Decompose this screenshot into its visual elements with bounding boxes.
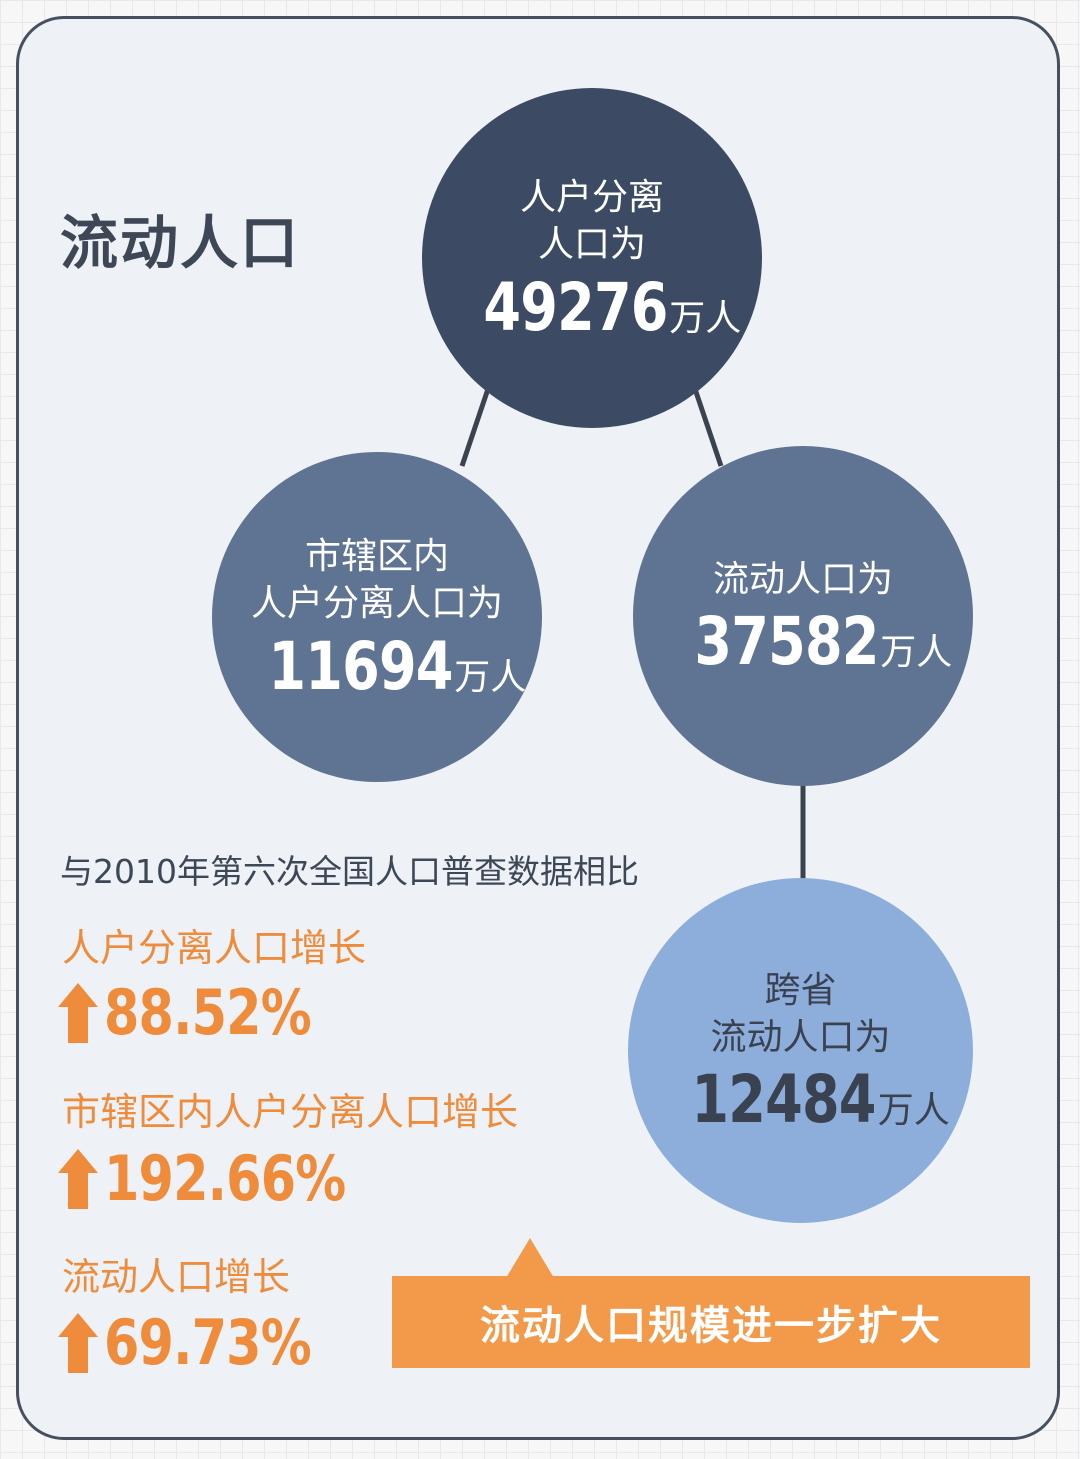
node-cross-value: 12484 (691, 1061, 877, 1139)
node-cross-province: 跨省 流动人口为 12484万人 (628, 878, 973, 1223)
connector-total-to-floating (690, 382, 724, 467)
up-arrow-icon (58, 1149, 98, 1209)
node-total-line1: 人户分离 (519, 177, 664, 219)
node-floating-unit: 万人 (880, 632, 953, 674)
node-cross-value-row: 12484万人 (651, 1067, 950, 1133)
node-cross-line2: 流动人口为 (710, 1016, 891, 1058)
stat-percent-floating-growth: 69.73% (104, 1306, 312, 1379)
up-arrow-icon (58, 1313, 98, 1373)
node-floating-value-row: 37582万人 (654, 603, 953, 681)
connector-total-to-city (459, 382, 493, 467)
node-floating-line1: 流动人口为 (712, 558, 893, 600)
stat-label-city-growth: 市辖区内人户分离人口增长 (62, 1090, 519, 1134)
node-city-value-row: 11694万人 (228, 627, 527, 705)
page-title: 流动人口 (60, 209, 301, 277)
node-city-unit: 万人 (454, 656, 527, 698)
stat-value-floating-growth: 69.73% (58, 1312, 356, 1374)
node-floating-population: 流动人口为 37582万人 (633, 446, 973, 786)
node-city-line2: 人户分离人口为 (250, 583, 503, 624)
node-total-line2: 人口为 (537, 224, 646, 265)
stat-value-city-growth: 192.66% (58, 1148, 398, 1210)
banner-pointer (506, 1238, 554, 1278)
stat-label-separated-growth: 人户分离人口增长 (62, 926, 367, 970)
node-total-value: 49276 (483, 268, 668, 346)
node-total-separated: 人户分离 人口为 49276万人 (422, 88, 762, 428)
stat-value-separated-growth: 88.52% (58, 982, 356, 1044)
stat-percent-separated-growth: 88.52% (104, 976, 312, 1049)
node-total-unit: 万人 (669, 297, 742, 339)
node-city-line1: 市辖区内 (304, 536, 449, 578)
stat-label-floating-growth: 流动人口增长 (62, 1255, 291, 1299)
node-city-separated: 市辖区内 人户分离人口为 11694万人 (212, 452, 542, 782)
node-city-value: 11694 (268, 627, 453, 705)
up-arrow-icon (58, 983, 98, 1043)
node-total-value-row: 49276万人 (443, 268, 742, 346)
stat-percent-city-growth: 192.66% (104, 1142, 346, 1215)
node-cross-line1: 跨省 (764, 969, 837, 1011)
node-floating-value: 37582 (694, 603, 879, 681)
conclusion-banner: 流动人口规模进一步扩大 (392, 1276, 1030, 1368)
comparison-heading: 与2010年第六次全国人口普查数据相比 (60, 852, 639, 891)
node-cross-unit: 万人 (877, 1090, 950, 1132)
